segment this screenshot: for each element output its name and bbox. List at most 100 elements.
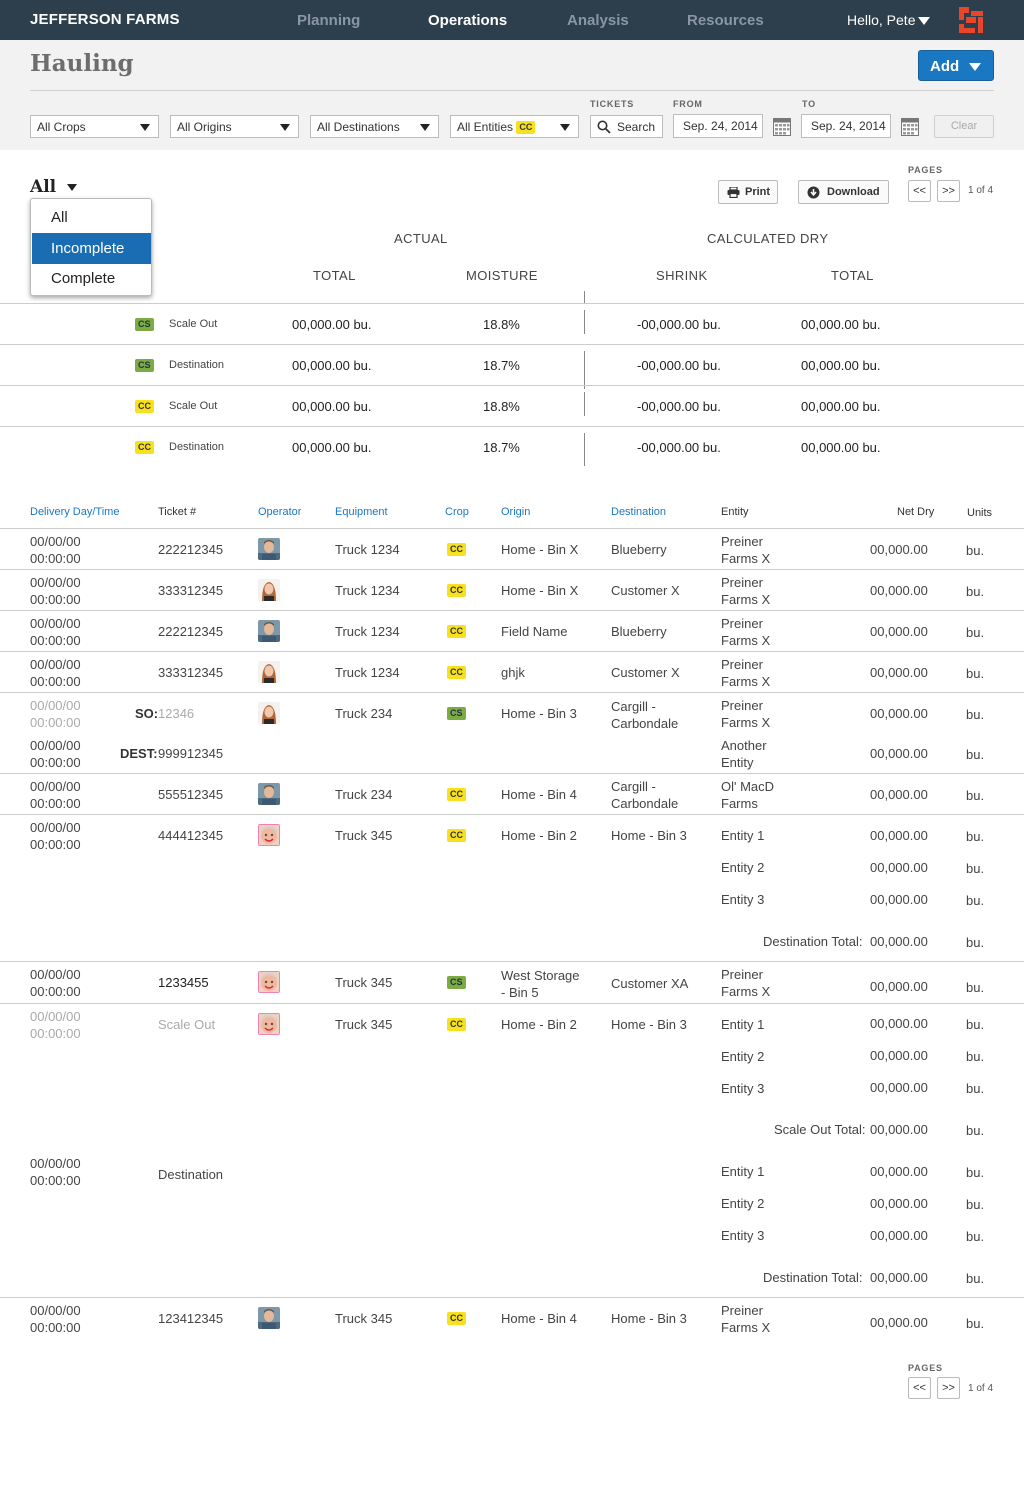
pages-label: PAGES [908,165,943,175]
delivery-time: 00:00:00 [30,592,81,607]
col-entity: Entity [721,506,749,518]
summary-divider [584,392,585,416]
entity-value: Entity 2 [721,1196,765,1211]
operator-avatar [258,1013,280,1035]
entity-value: Preiner [721,698,763,713]
units-value: bu. [966,935,985,950]
crop-badge: CS [447,976,466,989]
add-button[interactable]: Add [918,50,994,81]
delivery-time: 00:00:00 [30,551,81,566]
net-dry-value: 00,000.00 [870,746,928,761]
delivery-date: 00/00/00 [30,616,81,631]
table-row-divider [0,1003,1024,1004]
units-value: bu. [966,1017,985,1032]
destinations-select[interactable]: All Destinations [310,115,439,138]
download-button[interactable]: Download [798,180,889,204]
delivery-date: 00/00/00 [30,967,81,982]
delivery-time: 00:00:00 [30,796,81,811]
row-divider [0,426,1024,427]
destination-value: Home - Bin 3 [611,1017,687,1032]
ticket-so: 12346 [158,706,195,721]
status-option-incomplete[interactable]: Incomplete [32,233,151,264]
origins-select[interactable]: All Origins [170,115,299,138]
entities-select[interactable]: All Entities CC [450,115,579,138]
table-row-divider [0,814,1024,815]
user-menu-chevron-icon[interactable] [918,17,930,25]
user-greeting[interactable]: Hello, Pete [847,12,916,28]
delivery-time: 00:00:00 [30,755,81,770]
entity-value: Farms X [721,551,771,566]
entity-value: Farms X [721,633,771,648]
row-divider [0,344,1024,345]
brand-logo-text[interactable]: JEFFERSON FARMS [30,11,180,28]
page-prev-button[interactable]: << [908,1377,931,1399]
calendar-icon[interactable] [773,116,791,136]
units-value: bu. [966,584,985,599]
origin-value: Home - Bin 4 [501,1311,577,1326]
from-date-input[interactable]: Sep. 24, 2014 [673,114,763,138]
crop-badge: CC [447,584,466,597]
calendar-icon[interactable] [901,116,919,136]
to-label: TO [802,99,816,109]
to-date-input[interactable]: Sep. 24, 2014 [801,114,891,138]
nav-planning[interactable]: Planning [297,12,361,29]
ticket-search-input[interactable]: Search [590,115,663,138]
search-icon [597,120,611,134]
page-next-button[interactable]: >> [937,1377,960,1399]
units-value: bu. [966,1049,985,1064]
col-operator[interactable]: Operator [258,506,302,518]
equipment-value: Truck 345 [335,1017,393,1032]
chevron-down-icon[interactable] [67,184,77,191]
col-equipment[interactable]: Equipment [335,506,388,518]
units-value: bu. [966,1081,985,1096]
crop-badge: CS [135,359,154,372]
status-option-all[interactable]: All [51,209,68,226]
col-delivery[interactable]: Delivery Day/Time [30,506,120,518]
crop-badge: CC [447,625,466,638]
crop-badge: CC [447,1312,466,1325]
status-option-complete[interactable]: Complete [51,270,116,287]
origin-value: - Bin 5 [501,985,539,1000]
col-origin[interactable]: Origin [501,506,531,518]
download-label: Download [827,186,880,198]
entity-value: Preiner [721,1303,763,1318]
ticket-scale-out: Scale Out [158,1017,216,1032]
row-divider [0,385,1024,386]
pages-label: PAGES [908,1363,943,1373]
entity-value: Farms X [721,715,771,730]
page-next-button[interactable]: >> [937,180,960,202]
clear-button[interactable]: Clear [934,115,994,138]
delivery-date: 00/00/00 [30,657,81,672]
nav-resources[interactable]: Resources [687,12,764,29]
nav-operations[interactable]: Operations [428,12,508,29]
crops-select[interactable]: All Crops [30,115,159,138]
summary-total: 00,000.00 bu. [292,440,372,455]
delivery-date: 00/00/00 [30,738,81,753]
col-crop[interactable]: Crop [445,506,469,518]
destination-value: Cargill - [611,699,656,714]
col-destination[interactable]: Destination [611,506,667,518]
equipment-value: Truck 234 [335,706,393,721]
row-divider [0,528,1024,529]
net-dry-value: 00,000.00 [870,1196,928,1211]
status-filter-select[interactable]: All [30,177,57,197]
equipment-value: Truck 345 [335,1311,393,1326]
page-title: Hauling [30,50,134,77]
summary-total: 00,000.00 bu. [292,399,372,414]
col-ticket: Ticket # [158,506,197,518]
print-button[interactable]: Print [718,180,778,204]
summary-type: Destination [169,359,225,371]
origin-value: Field Name [501,624,568,639]
operator-avatar [258,1307,280,1329]
delivery-time: 00:00:00 [30,1026,81,1041]
summary-divider [584,351,585,389]
summary-group-actual: ACTUAL [394,231,448,246]
units-value: bu. [966,707,985,722]
origin-value: Home - Bin 3 [501,706,577,721]
units-value: bu. [966,543,985,558]
summary-dry-total: 00,000.00 bu. [801,317,881,332]
nav-analysis[interactable]: Analysis [567,12,629,29]
page-prev-button[interactable]: << [908,180,931,202]
net-dry-value: 00,000.00 [870,1164,928,1179]
row-divider [0,303,1024,304]
